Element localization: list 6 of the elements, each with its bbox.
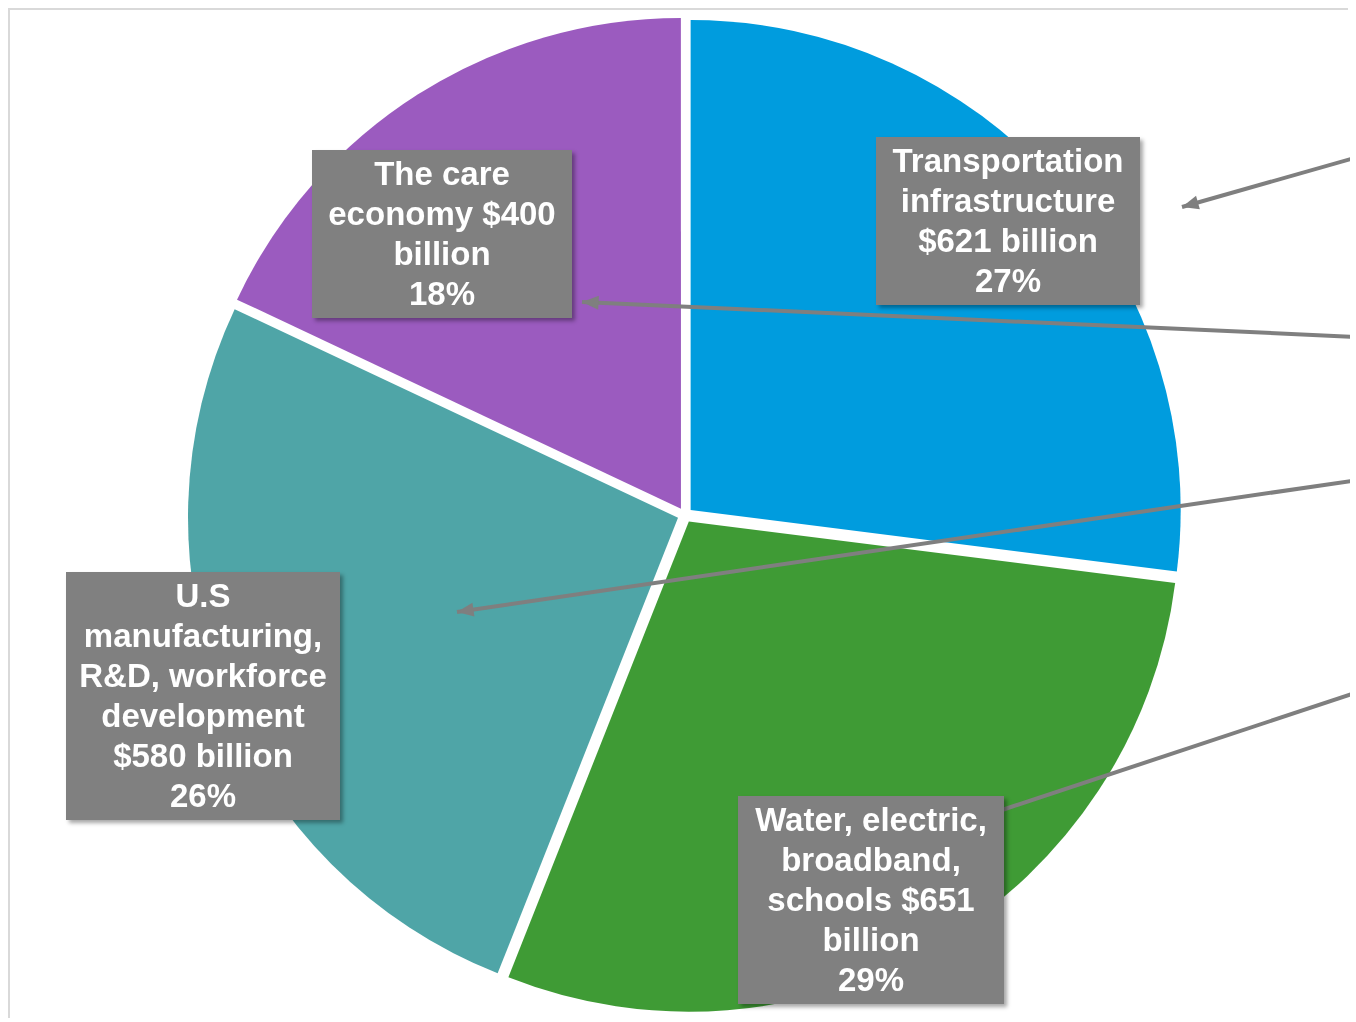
- slice-label: Water, electric, broadband, schools $651 billion 29%: [755, 801, 987, 998]
- slice-label: The care economy $400 billion 18%: [328, 155, 556, 312]
- slice-label: Transportation infrastructure: [892, 142, 1124, 219]
- data-label: $621 billion 27%: [918, 222, 1098, 299]
- data-label: $580 billion 26%: [113, 737, 293, 814]
- slice-label: U.S manufacturing, R&D, workforce development: [79, 577, 327, 734]
